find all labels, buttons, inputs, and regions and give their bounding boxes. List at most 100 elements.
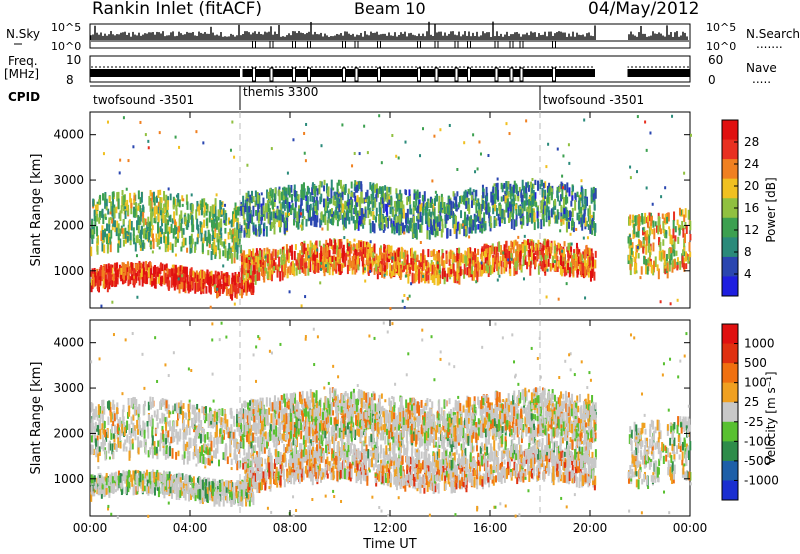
- data-pixel: [653, 260, 656, 270]
- data-pixel: [98, 199, 101, 206]
- data-pixel: [434, 216, 437, 226]
- data-pixel: [380, 161, 383, 165]
- data-pixel: [684, 208, 687, 218]
- data-pixel: [248, 264, 251, 270]
- data-pixel: [673, 249, 676, 257]
- data-pixel: [441, 268, 444, 280]
- data-pixel: [324, 216, 327, 226]
- data-pixel: [548, 188, 551, 195]
- noise-left-label: N.Sky: [6, 27, 40, 41]
- data-pixel: [590, 219, 593, 228]
- data-pixel: [324, 209, 327, 215]
- data-pixel: [546, 247, 549, 256]
- data-pixel: [588, 213, 591, 224]
- data-pixel: [493, 219, 496, 229]
- data-pixel: [634, 215, 637, 227]
- data-pixel: [648, 235, 651, 246]
- data-pixel: [178, 489, 181, 501]
- data-pixel: [411, 217, 414, 224]
- data-pixel: [561, 249, 564, 253]
- data-pixel: [491, 265, 494, 274]
- data-pixel: [554, 260, 556, 264]
- data-pixel: [241, 264, 244, 271]
- data-pixel: [405, 224, 408, 232]
- data-pixel: [489, 264, 492, 276]
- data-pixel: [112, 273, 115, 282]
- data-pixel: [167, 243, 170, 252]
- data-pixel: [348, 243, 351, 247]
- data-pixel: [200, 481, 203, 491]
- data-pixel: [427, 274, 430, 280]
- data-pixel: [132, 211, 135, 218]
- data-pixel: [573, 259, 576, 268]
- data-pixel: [448, 123, 451, 127]
- data-pixel: [649, 222, 652, 231]
- data-pixel: [258, 195, 261, 201]
- data-pixel: [219, 238, 222, 246]
- data-pixel: [476, 200, 479, 204]
- data-pixel: [650, 216, 653, 226]
- data-pixel: [343, 212, 346, 218]
- data-pixel: [421, 215, 424, 225]
- data-pixel: [291, 266, 294, 274]
- data-pixel: [661, 249, 664, 260]
- data-pixel: [226, 272, 229, 278]
- data-pixel: [628, 255, 631, 261]
- data-pixel: [222, 250, 225, 257]
- data-pixel: [490, 222, 493, 229]
- data-pixel: [337, 179, 340, 186]
- data-pixel: [105, 204, 108, 211]
- data-pixel: [568, 161, 571, 165]
- data-pixel: [472, 260, 475, 266]
- data-pixel: [252, 248, 255, 258]
- data-pixel: [413, 215, 416, 226]
- data-pixel: [262, 266, 265, 277]
- data-pixel: [336, 197, 339, 209]
- data-pixel: [350, 214, 353, 221]
- data-pixel: [644, 233, 647, 240]
- data-pixel: [464, 189, 467, 196]
- data-pixel: [146, 221, 149, 230]
- data-pixel: [515, 213, 518, 219]
- data-pixel: [150, 471, 153, 481]
- data-pixel: [332, 211, 335, 217]
- data-pixel: [267, 191, 270, 199]
- data-pixel: [642, 227, 645, 231]
- data-pixel: [225, 277, 228, 287]
- data-pixel: [219, 229, 222, 235]
- data-pixel: [354, 195, 357, 202]
- data-pixel: [198, 476, 201, 485]
- data-pixel: [677, 224, 680, 231]
- data-pixel: [434, 270, 437, 278]
- data-pixel: [365, 192, 368, 199]
- data-pixel: [146, 232, 149, 239]
- data-pixel: [241, 495, 244, 507]
- data-pixel: [419, 224, 422, 233]
- data-pixel: [190, 215, 193, 226]
- data-pixel: [97, 271, 100, 280]
- data-pixel: [400, 208, 403, 218]
- data-pixel: [350, 181, 353, 189]
- data-pixel: [198, 279, 201, 288]
- data-pixel: [414, 205, 417, 211]
- data-pixel: [433, 219, 436, 226]
- data-pixel: [446, 214, 449, 221]
- data-pixel: [336, 211, 339, 219]
- data-pixel: [138, 276, 141, 286]
- data-pixel: [200, 279, 203, 287]
- data-pixel: [422, 274, 425, 278]
- freq-dropout: [342, 67, 346, 82]
- data-pixel: [352, 260, 355, 267]
- data-pixel: [546, 185, 549, 193]
- data-pixel: [574, 200, 577, 211]
- data-pixel: [536, 207, 539, 213]
- freq-dropout: [307, 67, 311, 82]
- data-pixel: [408, 294, 411, 298]
- data-pixel: [433, 274, 436, 286]
- data-pixel: [419, 240, 422, 244]
- data-pixel: [531, 183, 534, 195]
- data-pixel: [212, 230, 215, 237]
- data-pixel: [117, 239, 120, 246]
- data-pixel: [373, 184, 376, 193]
- data-pixel: [187, 213, 190, 223]
